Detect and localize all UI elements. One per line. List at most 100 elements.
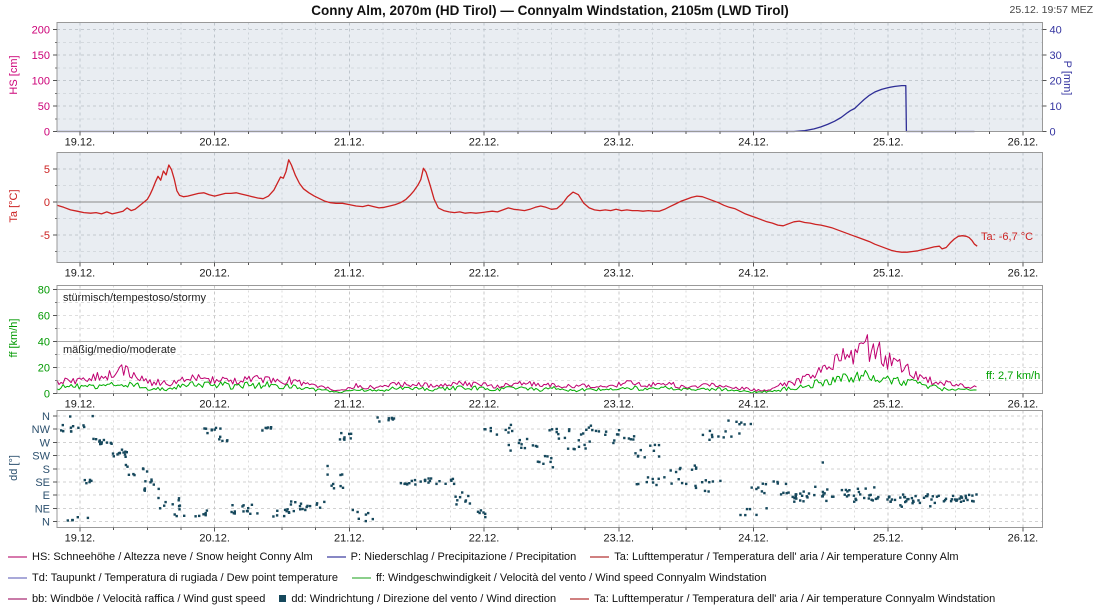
tick-label: 50 bbox=[38, 101, 50, 113]
legend-line-marker bbox=[8, 576, 27, 579]
legend-row: bb: Windböe / Velocità raffica / Wind gu… bbox=[8, 588, 1096, 609]
panel-snow-precipitation: 0 50 100 150 200 0 10 20 30 40 19.12. 20.12. 21.12. 2… bbox=[32, 22, 1062, 149]
tick-label: 10 bbox=[1050, 101, 1062, 113]
x-tick-label: 24.12. bbox=[738, 533, 769, 545]
legend-square-marker bbox=[279, 595, 287, 602]
legend-item-ff: ff: Windgeschwindigkeit / Velocità del v… bbox=[351, 571, 767, 584]
tick-label: 0 bbox=[44, 389, 50, 401]
x-tick-label: 25.12. bbox=[873, 533, 904, 545]
legend-line-marker bbox=[8, 597, 27, 600]
x-tick-label: 23.12. bbox=[603, 137, 634, 149]
x-tick-label: 20.12. bbox=[199, 268, 230, 280]
tick-label: N bbox=[42, 411, 50, 423]
legend-row: Td: Taupunkt / Temperatura di rugiada / … bbox=[8, 567, 1096, 588]
x-tick-label: 20.12. bbox=[199, 399, 230, 411]
legend-item-ta-windstation: Ta: Lufttemperatur / Temperatura dell' a… bbox=[570, 593, 995, 605]
tick-label: 30 bbox=[1050, 50, 1062, 62]
legend-item-p: P: Niederschlag / Precipitazione / Preci… bbox=[326, 550, 577, 563]
panel-wind-speed: 0 20 40 60 80 19.12. 20.12. 21.12. 22.12. 23.12. 2… bbox=[38, 285, 1043, 411]
p-axis-title: P [mm] bbox=[1061, 60, 1073, 96]
hs-axis-title: HS [cm] bbox=[8, 55, 20, 95]
x-tick-label: 25.12. bbox=[873, 137, 904, 149]
legend-label: ff: Windgeschwindigkeit / Velocità del v… bbox=[375, 571, 767, 584]
legend-label: P: Niederschlag / Precipitazione / Preci… bbox=[350, 550, 577, 563]
ta-axis-title: Ta [°C] bbox=[8, 189, 20, 223]
x-tick-label: 20.12. bbox=[199, 137, 230, 149]
tick-label: 40 bbox=[1050, 25, 1062, 37]
x-tick-label: 25.12. bbox=[873, 268, 904, 280]
legend-item-dd: dd: Windrichtung / Direzione del vento /… bbox=[279, 593, 556, 605]
legend-item-bb: bb: Windböe / Velocità raffica / Wind gu… bbox=[8, 593, 265, 605]
x-tick-label: 21.12. bbox=[334, 268, 365, 280]
legend-label: Ta: Lufttemperatur / Temperatura dell' a… bbox=[594, 592, 996, 605]
tick-label: SE bbox=[35, 477, 50, 489]
tick-label: 0 bbox=[1050, 127, 1056, 139]
x-tick-label: 24.12. bbox=[738, 137, 769, 149]
tick-label: 80 bbox=[38, 285, 50, 297]
legend-line-marker bbox=[351, 576, 371, 579]
x-tick-label: 20.12. bbox=[199, 533, 230, 545]
x-tick-label: 22.12. bbox=[469, 399, 500, 411]
legend-label: Ta: Lufttemperatur / Temperatura dell' a… bbox=[614, 550, 959, 563]
tick-label: 40 bbox=[38, 337, 50, 349]
x-tick-label: 26.12. bbox=[1008, 399, 1039, 411]
tick-label: 5 bbox=[44, 164, 50, 176]
timestamp: 25.12. 19:57 MEZ bbox=[1009, 4, 1093, 16]
tick-label: W bbox=[40, 437, 51, 449]
tick-label: -5 bbox=[40, 230, 50, 242]
tick-label: N bbox=[42, 517, 50, 529]
legend-item-hs: HS: Schneehöhe / Altezza neve / Snow hei… bbox=[8, 551, 313, 563]
tick-label: 20 bbox=[1050, 76, 1062, 88]
legend-item-ta-conny-alm: Ta: Lufttemperatur / Temperatura dell' a… bbox=[590, 550, 959, 563]
x-tick-label: 22.12. bbox=[469, 268, 500, 280]
legend-label: dd: Windrichtung / Direzione del vento /… bbox=[291, 592, 557, 605]
x-tick-label: 26.12. bbox=[1008, 268, 1039, 280]
tick-label: 100 bbox=[32, 76, 50, 88]
legend-line-marker bbox=[8, 555, 27, 558]
x-tick-label: 22.12. bbox=[469, 137, 500, 149]
x-tick-label: 24.12. bbox=[738, 399, 769, 411]
tick-label: 0 bbox=[44, 127, 50, 139]
legend-item-td: Td: Taupunkt / Temperatura di rugiada / … bbox=[8, 572, 338, 584]
tick-label: NW bbox=[32, 424, 51, 436]
x-tick-label: 21.12. bbox=[334, 399, 365, 411]
panel-air-temperature: -5 0 5 19.12. 20.12. 21.12. 22.12. 23.12. 24.12.… bbox=[40, 152, 1043, 280]
dd-axis-title: dd [°] bbox=[8, 455, 20, 481]
x-tick-label: 19.12. bbox=[65, 399, 96, 411]
tick-label: 150 bbox=[32, 50, 50, 62]
legend: HS: Schneehöhe / Altezza neve / Snow hei… bbox=[8, 546, 1096, 609]
chart-title: Conny Alm, 2070m (HD Tirol) — Connyalm W… bbox=[311, 3, 789, 18]
tick-label: 200 bbox=[32, 25, 50, 37]
tick-label: 60 bbox=[38, 311, 50, 323]
x-tick-label: 19.12. bbox=[65, 268, 96, 280]
ff-axis-title: ff [km/h] bbox=[8, 318, 20, 358]
moderate-threshold-label: mäßig/medio/moderate bbox=[63, 344, 177, 356]
tick-label: 20 bbox=[38, 363, 50, 375]
tick-label: E bbox=[43, 490, 50, 502]
tick-label: NE bbox=[35, 503, 50, 515]
x-tick-label: 21.12. bbox=[334, 137, 365, 149]
legend-label: Td: Taupunkt / Temperatura di rugiada / … bbox=[32, 571, 338, 584]
x-tick-label: 19.12. bbox=[65, 137, 96, 149]
ff-current-value-label: ff: 2,7 km/h bbox=[986, 370, 1041, 382]
ta-current-value-label: Ta: -6,7 °C bbox=[981, 231, 1034, 243]
x-tick-label: 23.12. bbox=[603, 533, 634, 545]
x-tick-label: 24.12. bbox=[738, 268, 769, 280]
legend-line-marker bbox=[570, 597, 590, 600]
x-tick-label: 26.12. bbox=[1008, 533, 1039, 545]
tick-label: SW bbox=[32, 451, 50, 463]
x-tick-label: 21.12. bbox=[334, 533, 365, 545]
legend-label: bb: Windböe / Velocità raffica / Wind gu… bbox=[32, 592, 266, 605]
storm-threshold-label: stürmisch/tempestoso/stormy bbox=[63, 292, 207, 304]
x-tick-label: 23.12. bbox=[603, 399, 634, 411]
x-tick-label: 22.12. bbox=[469, 533, 500, 545]
legend-row: HS: Schneehöhe / Altezza neve / Snow hei… bbox=[8, 546, 1096, 567]
x-tick-label: 19.12. bbox=[65, 533, 96, 545]
x-tick-label: 26.12. bbox=[1008, 137, 1039, 149]
tick-label: 0 bbox=[44, 197, 50, 209]
legend-line-marker bbox=[590, 555, 610, 558]
legend-line-marker bbox=[326, 555, 346, 558]
